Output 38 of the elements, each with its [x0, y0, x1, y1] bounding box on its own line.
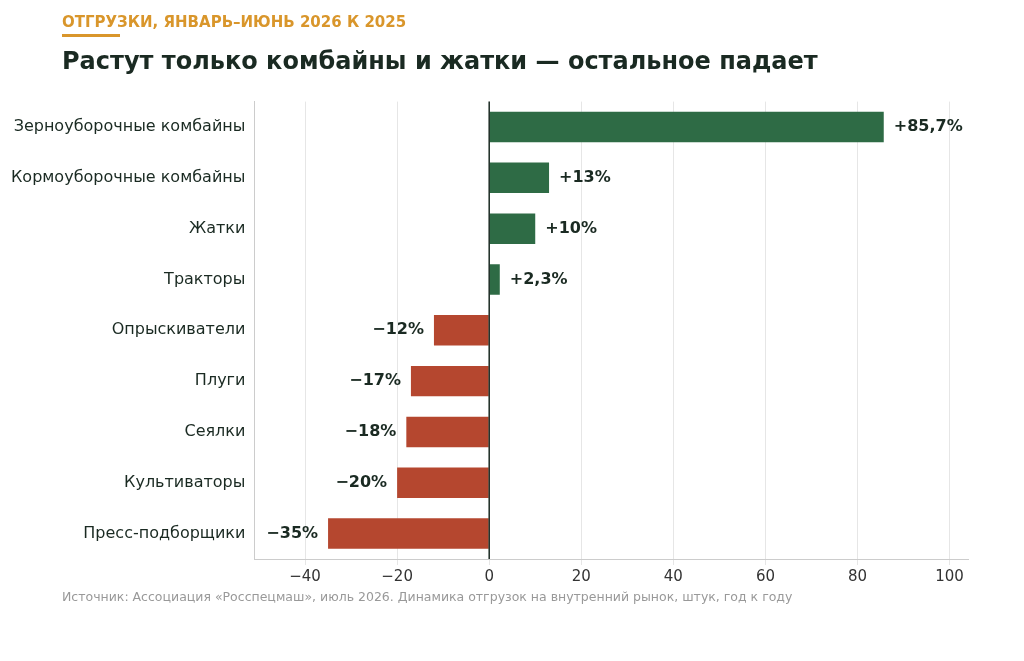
data-label: −20% [335, 471, 388, 491]
bar [328, 518, 489, 549]
x-tick-label: −20 [381, 566, 413, 585]
text: Источник: Ассоциация «Росспецмаш», июль 2026. Динамика отгрузок на внутренний рынок, штук, год к году [62, 589, 794, 604]
y-tick-label: Жатки [188, 217, 246, 237]
chart-title: Растут только комбайны и жатки — остальное падает [62, 47, 819, 75]
bar [489, 162, 550, 194]
y-tick-label: Тракторы [163, 268, 246, 288]
data-label: +85,7% [893, 116, 963, 136]
chart-subtitle: ОТГРУЗКИ, ЯНВАРЬ–ИЮНЬ 2026 К 2025 [62, 13, 407, 31]
x-tick-label: 60 [755, 566, 775, 585]
data-label: +2,3% [509, 268, 568, 288]
bar [489, 213, 536, 244]
y-tick-label: Зерноуборочные комбайны [13, 116, 246, 136]
data-label: +13% [559, 166, 611, 186]
y-tick-label: Сеялки [184, 421, 246, 441]
x-tick-label: 100 [935, 566, 964, 585]
x-tick-label: 20 [571, 566, 591, 585]
x-tick-label: 40 [663, 566, 683, 585]
x-tick-label: 0 [484, 566, 494, 585]
bar [433, 315, 489, 346]
data-label: −12% [372, 319, 424, 339]
bar [489, 264, 500, 295]
y-tick-label: Плуги [194, 370, 246, 390]
data-label: −35% [266, 522, 319, 542]
bar [489, 111, 884, 143]
y-tick-label: Кормоуборочные комбайны [10, 166, 246, 186]
x-tick-label: 80 [847, 566, 868, 585]
data-label: −17% [349, 370, 401, 390]
y-tick-label: Опрыскиватели [111, 319, 246, 339]
bar [406, 416, 489, 448]
y-tick-label: Культиваторы [124, 471, 246, 491]
bar [410, 365, 489, 397]
data-label: +10% [545, 217, 597, 237]
y-tick-label: Пресс-подборщики [83, 522, 246, 542]
bar [397, 467, 489, 499]
x-tick-label: −40 [289, 566, 321, 585]
data-label: −18% [344, 421, 397, 441]
